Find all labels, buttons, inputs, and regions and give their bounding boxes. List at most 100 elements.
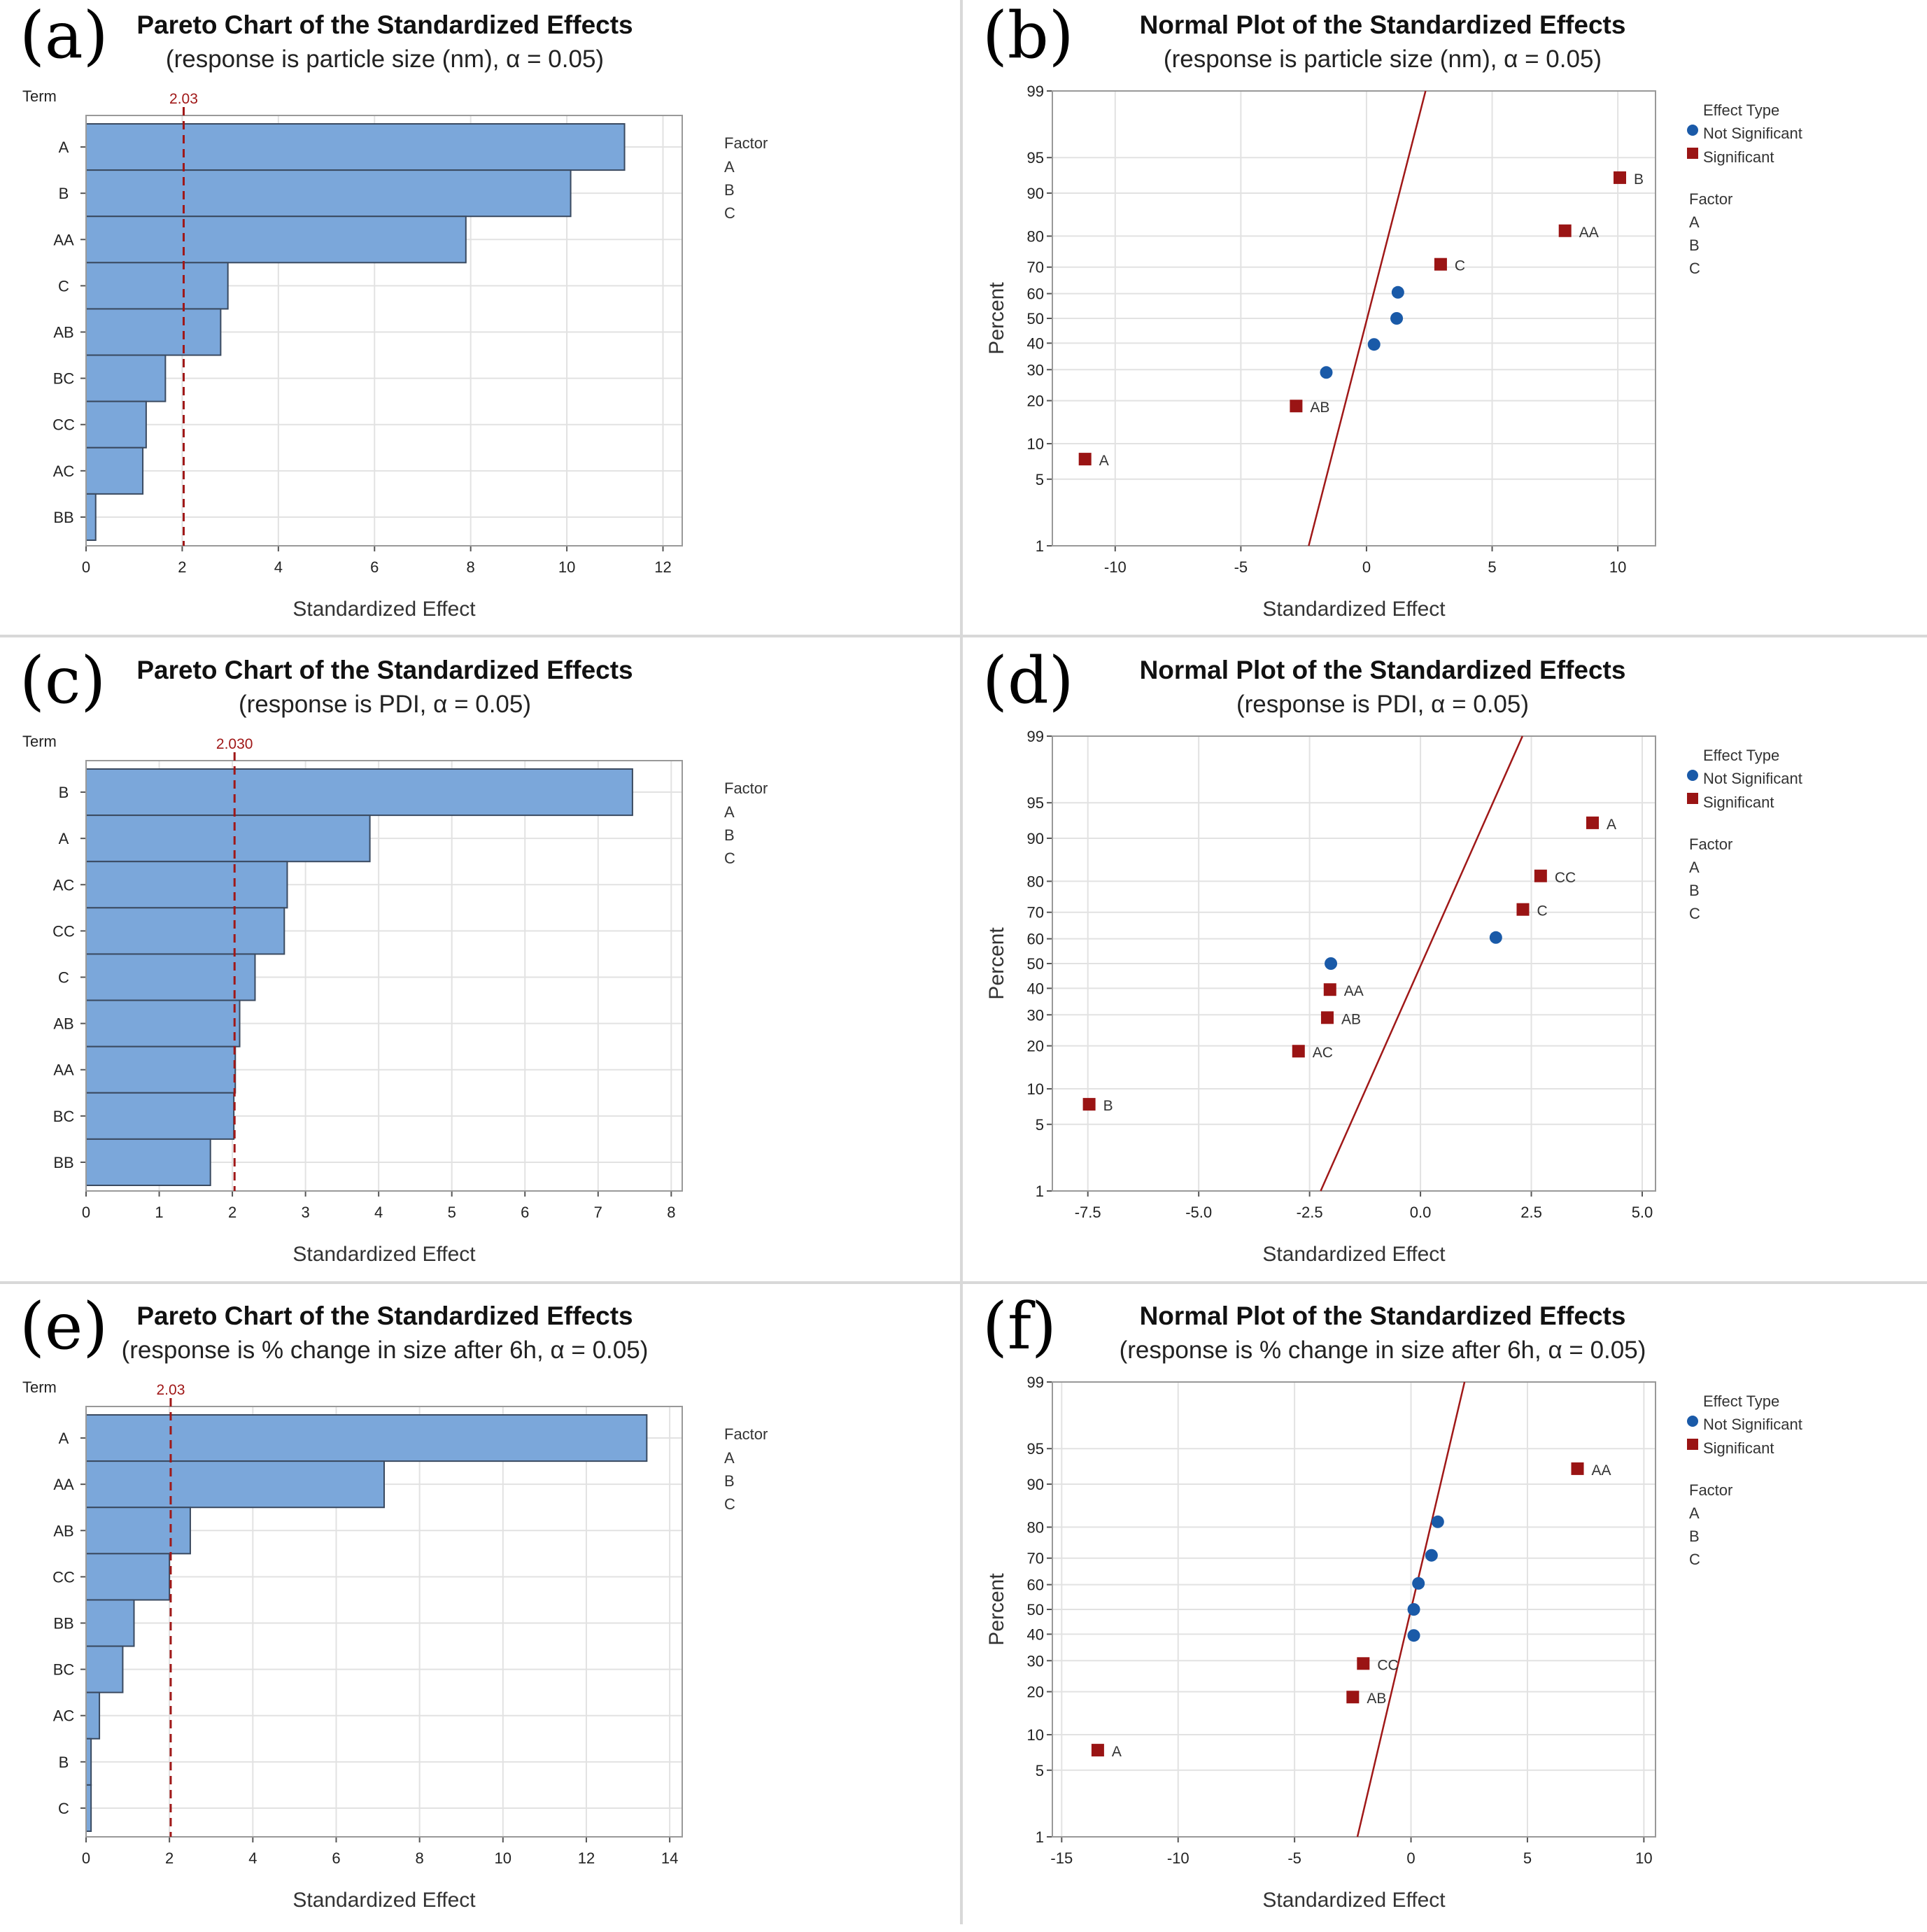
x-tick-label: 10 (495, 1849, 511, 1867)
panel-b: (b) Normal Plot of the Standardized Effec… (963, 0, 1923, 641)
panel-e: (e) Pareto Chart of the Standardized Effe… (0, 1291, 960, 1932)
point-not-significant (1425, 1549, 1438, 1562)
chart-title: Normal Plot of the Standardized Effects (1140, 656, 1626, 684)
y-tick-label: 99 (1027, 83, 1044, 100)
y-tick-label: 5 (1036, 471, 1044, 488)
x-tick-label: 6 (370, 558, 379, 576)
normal-plot: (b) Normal Plot of the Standardized Effec… (982, 0, 1802, 621)
bar-AA (85, 1045, 237, 1094)
legend-factor-C: C (1689, 260, 1700, 277)
bar-CC (85, 907, 285, 955)
y-tick-label: CC (52, 1568, 75, 1586)
y-tick-label: 20 (1027, 1038, 1044, 1055)
x-tick-label: 12 (654, 558, 671, 576)
legend-factor-B: B (724, 1472, 735, 1490)
x-tick-label: 10 (1609, 558, 1626, 576)
legend-factor-A: A (1689, 859, 1700, 876)
y-tick-label: 1 (1036, 1183, 1044, 1200)
y-tick-label: C (58, 969, 69, 987)
x-tick-label: 0 (82, 1204, 90, 1221)
legend-factor-B: B (1689, 1528, 1700, 1545)
x-tick-label: 0 (1406, 1849, 1415, 1867)
y-tick-label: 95 (1027, 1440, 1044, 1458)
y-tick-label: AB (53, 1522, 73, 1539)
chart-subtitle: (response is particle size (nm), α = 0.0… (166, 45, 604, 73)
plot-frame (1052, 90, 1656, 547)
point-label: AA (1344, 983, 1364, 999)
y-tick-label: B (59, 1754, 69, 1771)
bar-A (85, 815, 371, 863)
legend-not-significant-marker (1687, 770, 1698, 781)
y-tick-label: 40 (1027, 334, 1044, 352)
x-tick-label: 14 (661, 1849, 678, 1867)
y-tick-label: BC (53, 370, 75, 388)
fit-line (1308, 90, 1427, 547)
y-tick-label: 30 (1027, 361, 1044, 379)
x-tick-label: 10 (1635, 1849, 1652, 1867)
critical-value-label: 2.03 (157, 1382, 185, 1398)
plot-frame (85, 1406, 683, 1838)
y-tick-label: 60 (1027, 1577, 1044, 1594)
y-tick-label: AC (53, 463, 75, 480)
plot-frame (85, 760, 683, 1192)
panel-a: (a) Pareto Chart of the Standardized Effe… (0, 0, 960, 641)
point-not-significant (1391, 285, 1404, 299)
bar-B (85, 1737, 92, 1786)
bar-AB (85, 1507, 191, 1555)
x-tick-label: 2.5 (1520, 1204, 1542, 1221)
legend-factor-C: C (724, 849, 735, 867)
x-tick-label: 4 (274, 558, 283, 576)
point-significant-A (1586, 816, 1599, 829)
panel-label: (b) (982, 0, 1074, 73)
point-not-significant (1407, 1629, 1420, 1642)
bar-AC (85, 1691, 101, 1740)
bar-CC (85, 400, 147, 449)
y-tick-label: 5 (1036, 1116, 1044, 1134)
point-significant-AB (1320, 1011, 1334, 1024)
legend-significant-marker (1687, 148, 1698, 159)
y-tick-label: A (59, 139, 69, 156)
point-significant-AB (1290, 400, 1303, 413)
y-tick-label: B (59, 784, 69, 801)
legend-factor-B: B (724, 826, 735, 844)
legend-factor-title: Factor (1689, 835, 1732, 853)
pareto-chart: (c) Pareto Chart of the Standardized Effe… (20, 645, 768, 1266)
point-label: AB (1310, 400, 1329, 416)
point-not-significant (1325, 957, 1338, 970)
x-tick-label: 10 (558, 558, 575, 576)
y-tick-label: 20 (1027, 393, 1044, 410)
x-tick-label: 8 (467, 558, 475, 576)
legend-factor-title: Factor (1689, 190, 1732, 208)
x-tick-label: 4 (248, 1849, 257, 1867)
legend-significant: Significant (1703, 148, 1774, 166)
bar-B (85, 768, 633, 817)
x-tick-label: 3 (301, 1204, 309, 1221)
y-tick-label: 50 (1027, 1601, 1044, 1619)
legend-factor-C: C (1689, 905, 1700, 922)
plot-frame (85, 115, 683, 547)
point-not-significant (1320, 366, 1333, 379)
y-axis-title: Percent (985, 282, 1008, 355)
bar-BB (85, 1599, 135, 1647)
point-label: AA (1592, 1462, 1611, 1479)
chart-title: Pareto Chart of the Standardized Effects (136, 656, 633, 684)
legend-factor-A: A (1689, 1504, 1700, 1522)
y-tick-label: 90 (1027, 830, 1044, 847)
point-label: AB (1367, 1691, 1386, 1707)
bar-AC (85, 861, 288, 909)
panel-label: (f) (982, 1291, 1057, 1364)
y-tick-label: 1 (1036, 1828, 1044, 1846)
y-tick-label: 70 (1027, 259, 1044, 276)
x-tick-label: 8 (667, 1204, 675, 1221)
y-tick-label: 10 (1027, 1080, 1044, 1098)
y-tick-label: AA (53, 1476, 74, 1493)
point-significant-C (1516, 903, 1530, 916)
panel-label: (c) (20, 645, 106, 718)
x-tick-label: -5.0 (1185, 1204, 1212, 1221)
y-tick-label: AC (53, 876, 75, 894)
bar-C (85, 262, 229, 310)
y-tick-label: 90 (1027, 1476, 1044, 1493)
point-significant-C (1434, 258, 1447, 271)
y-tick-label: AC (53, 1707, 75, 1725)
y-tick-label: 95 (1027, 149, 1044, 167)
